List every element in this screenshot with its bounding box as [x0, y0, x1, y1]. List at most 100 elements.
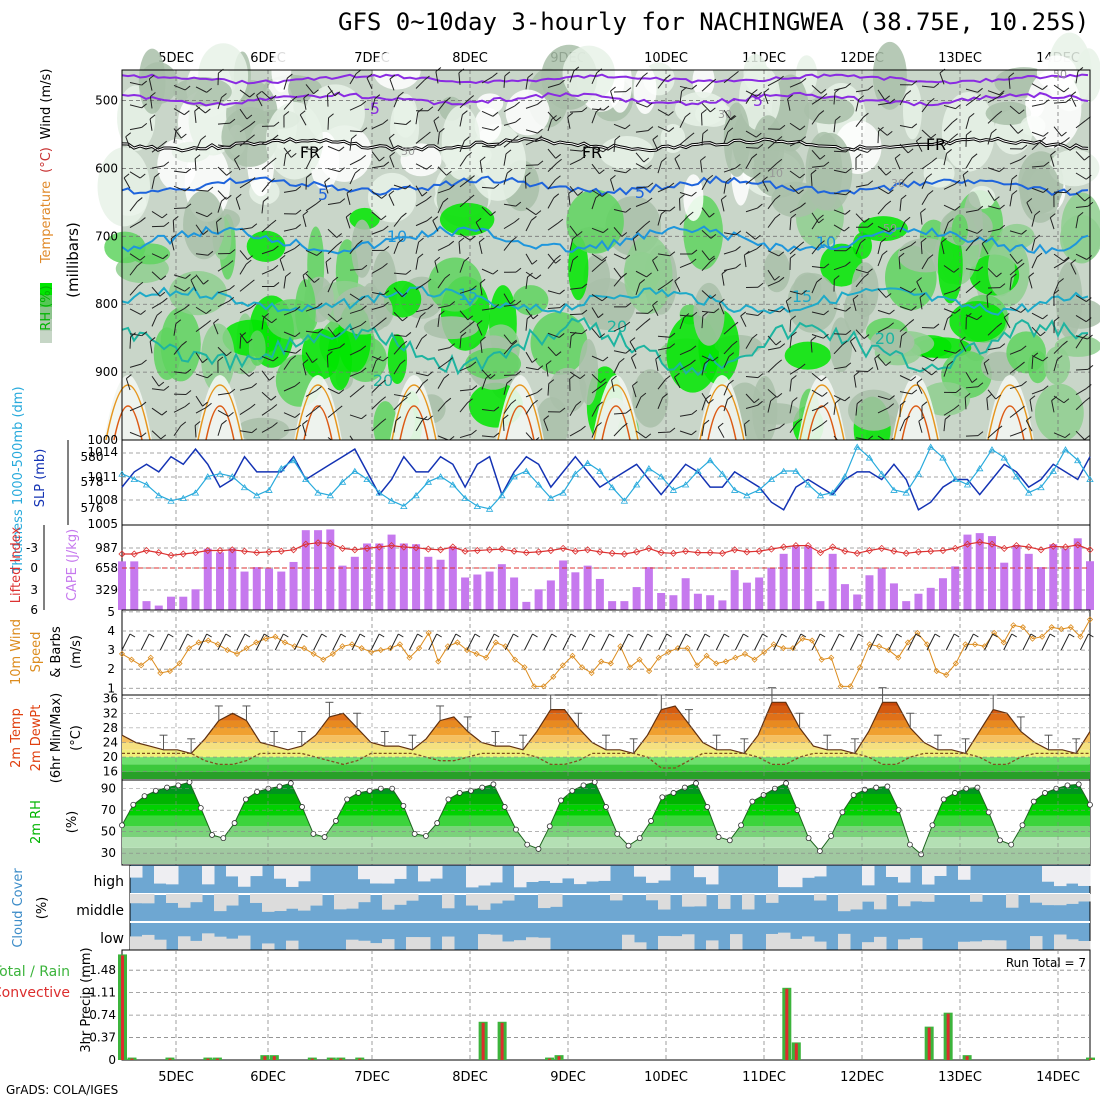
wind-barb-flag [1008, 72, 1015, 78]
wind-barb-flag [810, 169, 817, 175]
wind-barb [855, 89, 868, 93]
cloud-gap [238, 866, 251, 887]
cloud-gap [658, 894, 671, 910]
rh-marker [411, 830, 418, 837]
wind-barb [833, 307, 846, 312]
wind-barb-flag [954, 179, 961, 185]
wind-barb [173, 185, 186, 192]
convective-bar [557, 1056, 561, 1060]
wind-barb-flag [380, 379, 386, 385]
wind-barb-flag [421, 416, 428, 421]
wind-barb-flag [249, 403, 256, 409]
wind-barb [481, 206, 491, 216]
precip-tick-label: 1.48 [89, 963, 116, 977]
wind-barb-flag [981, 239, 988, 245]
wind-barb [745, 404, 758, 409]
cloud-gap [382, 866, 395, 884]
wind-barb [1029, 399, 1033, 412]
wind-barb-flag [757, 203, 763, 209]
wind-barb [916, 382, 923, 394]
wind-barb [503, 304, 516, 307]
wind-barb-flag [294, 413, 301, 418]
wind-barb [547, 383, 550, 396]
wind-barb-flag [927, 254, 934, 260]
wind-barb [1075, 430, 1085, 440]
cape-bar [497, 564, 506, 610]
cape-bar [265, 568, 274, 610]
wind-barb [569, 259, 574, 272]
rh-marker [884, 783, 891, 790]
wind-barb [393, 242, 399, 254]
cape-bar [534, 589, 543, 610]
wind-barb-flag [225, 194, 232, 200]
rh-marker [164, 784, 170, 791]
wind-barb [723, 383, 729, 396]
wind-barb [173, 170, 186, 174]
wind-barb [332, 633, 342, 651]
li-marker [265, 548, 273, 556]
wind-barb [723, 181, 727, 194]
wind-barb-flag [996, 272, 1002, 278]
wind-barb-flag [973, 633, 979, 638]
wind-barb [810, 340, 813, 353]
li-marker [927, 547, 935, 555]
wind-barb-flag [158, 381, 165, 387]
wind-barb-flag [283, 633, 289, 638]
cape-bar [461, 577, 470, 610]
wind-barb-flag [983, 358, 990, 364]
temp-line [121, 701, 1091, 755]
cloud-gap [298, 894, 311, 911]
wind-barb-flag [727, 127, 734, 133]
rh-blob [428, 257, 483, 312]
contour-label: 30 [401, 145, 415, 158]
wind-barb [679, 215, 689, 225]
wind-barb-flag [998, 92, 1004, 98]
wind-barb-flag [931, 157, 938, 163]
wind-barb-flag [295, 348, 302, 354]
thickness-marker [1037, 483, 1045, 491]
wind-barb [855, 99, 860, 112]
wind-barb [190, 279, 197, 292]
wind-tick-label: 4 [107, 624, 115, 638]
wind-barb [279, 259, 285, 271]
thickness-marker [240, 483, 249, 491]
wind-barb-flag [251, 383, 257, 388]
wind-barb [415, 185, 423, 197]
li-marker [743, 548, 751, 556]
temp-tick-label: 28 [103, 721, 118, 735]
cape-bar [608, 601, 617, 610]
wind-barb [657, 126, 670, 133]
wind-barb [459, 389, 472, 392]
wind-speed-marker [310, 650, 317, 657]
wind-barb-flag [515, 267, 522, 273]
li-marker [706, 549, 714, 557]
wind-barb-flag [602, 356, 609, 362]
cape-bar [546, 580, 555, 610]
temp-label: 2m Temp [9, 708, 24, 768]
li-marker [522, 549, 530, 557]
wind-barb-flag [149, 74, 155, 80]
wind-barb-flag [1086, 255, 1093, 260]
wind-barb-flag [941, 237, 947, 243]
thickness-marker [963, 481, 972, 488]
li-marker [547, 546, 555, 555]
rh-marker [614, 830, 621, 837]
wind-barb-flag [977, 382, 984, 388]
wind-barb [393, 394, 406, 398]
rh-blob [139, 62, 178, 105]
wind-barb-flag [818, 110, 825, 115]
wind-barb [547, 253, 556, 264]
wind-barb-flag [205, 309, 212, 315]
wind-barb-flag [340, 633, 347, 638]
contour-30 [303, 405, 333, 441]
thickness-label: Thickness 1000-500mb (dm) [11, 386, 26, 574]
cloud-gap [850, 894, 863, 910]
wind-barb-flag [162, 254, 169, 260]
slp-tick-label: 1014 [87, 445, 118, 459]
cloud-middle-label: middle [76, 903, 124, 919]
wind-barb-flag [399, 359, 406, 365]
rh-blob [1034, 383, 1084, 443]
wind-barb [525, 308, 534, 320]
wind-barb-flag [339, 343, 345, 348]
